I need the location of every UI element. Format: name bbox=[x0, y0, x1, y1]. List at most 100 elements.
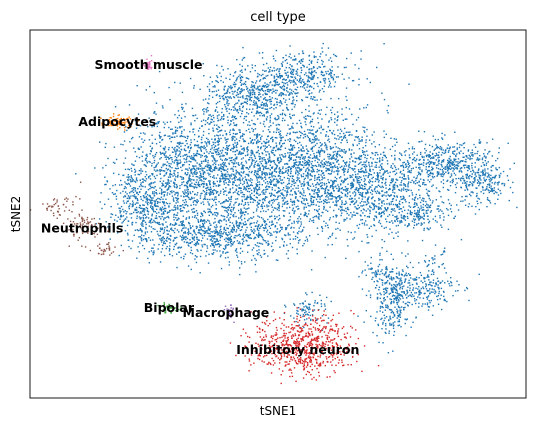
scatter-point bbox=[307, 150, 310, 153]
scatter-point bbox=[356, 180, 359, 182]
scatter-point bbox=[327, 70, 329, 73]
scatter-point bbox=[273, 84, 275, 86]
scatter-point bbox=[170, 157, 172, 159]
scatter-point bbox=[235, 156, 238, 159]
scatter-point bbox=[270, 137, 273, 139]
scatter-point bbox=[186, 168, 188, 170]
scatter-point bbox=[107, 157, 109, 160]
scatter-point bbox=[229, 216, 231, 219]
scatter-point bbox=[310, 163, 313, 165]
scatter-point bbox=[173, 148, 175, 150]
scatter-point bbox=[394, 210, 396, 212]
scatter-point bbox=[296, 136, 298, 138]
scatter-point bbox=[374, 166, 376, 168]
scatter-point bbox=[227, 206, 229, 209]
scatter-point bbox=[158, 221, 160, 224]
scatter-point bbox=[176, 117, 179, 119]
scatter-point bbox=[112, 172, 115, 175]
scatter-point bbox=[308, 235, 311, 237]
scatter-point bbox=[230, 87, 233, 89]
scatter-point bbox=[249, 124, 251, 127]
scatter-point bbox=[168, 165, 170, 167]
scatter-point bbox=[306, 66, 308, 68]
scatter-point bbox=[151, 213, 153, 215]
scatter-point bbox=[245, 179, 248, 182]
scatter-point bbox=[303, 206, 305, 209]
scatter-point bbox=[333, 190, 335, 192]
scatter-point bbox=[286, 104, 288, 106]
scatter-point bbox=[240, 210, 242, 212]
scatter-point bbox=[373, 208, 375, 210]
scatter-point bbox=[258, 199, 260, 201]
scatter-point bbox=[277, 259, 279, 262]
scatter-point bbox=[343, 203, 345, 206]
scatter-point bbox=[401, 176, 403, 179]
scatter-point bbox=[317, 112, 319, 114]
scatter-point bbox=[159, 131, 161, 134]
scatter-point bbox=[391, 178, 393, 180]
scatter-point bbox=[304, 203, 306, 206]
scatter-point bbox=[269, 119, 271, 122]
scatter-point bbox=[137, 148, 140, 150]
scatter-point bbox=[243, 133, 245, 136]
scatter-point bbox=[383, 98, 386, 101]
scatter-point bbox=[313, 56, 316, 59]
scatter-point bbox=[146, 198, 149, 200]
scatter-point bbox=[211, 160, 214, 162]
scatter-point bbox=[217, 81, 219, 84]
scatter-point bbox=[339, 132, 341, 135]
scatter-point bbox=[348, 166, 350, 168]
scatter-point bbox=[208, 152, 210, 155]
scatter-point bbox=[176, 156, 178, 159]
scatter-point bbox=[282, 186, 285, 189]
scatter-point bbox=[255, 137, 258, 139]
scatter-point bbox=[333, 113, 336, 116]
scatter-point bbox=[255, 134, 257, 136]
scatter-point bbox=[381, 205, 383, 207]
scatter-point bbox=[186, 182, 189, 185]
scatter-point bbox=[225, 200, 227, 202]
scatter-point bbox=[171, 156, 173, 159]
scatter-point bbox=[316, 151, 318, 154]
scatter-point bbox=[224, 179, 227, 181]
scatter-point bbox=[400, 216, 403, 218]
scatter-point bbox=[231, 115, 234, 117]
scatter-point bbox=[251, 150, 254, 152]
scatter-point bbox=[330, 163, 332, 166]
scatter-point bbox=[261, 165, 264, 167]
scatter-point bbox=[275, 118, 277, 121]
scatter-point bbox=[314, 138, 316, 140]
scatter-point bbox=[317, 217, 320, 219]
scatter-point bbox=[365, 192, 367, 195]
scatter-point bbox=[364, 151, 366, 153]
scatter-point bbox=[229, 191, 231, 193]
scatter-point bbox=[213, 177, 215, 179]
scatter-point bbox=[272, 209, 275, 211]
scatter-point bbox=[313, 193, 315, 195]
scatter-point bbox=[219, 167, 221, 169]
scatter-point bbox=[344, 179, 346, 181]
scatter-point bbox=[299, 191, 302, 193]
scatter-point bbox=[214, 165, 217, 168]
scatter-point bbox=[160, 136, 162, 138]
scatter-point bbox=[221, 205, 224, 208]
scatter-point bbox=[215, 229, 217, 231]
scatter-point bbox=[258, 188, 261, 190]
scatter-point bbox=[199, 174, 201, 177]
scatter-point bbox=[300, 62, 302, 64]
scatter-point bbox=[193, 155, 195, 157]
scatter-point bbox=[165, 164, 168, 167]
scatter-point bbox=[263, 205, 266, 207]
scatter-point bbox=[265, 86, 268, 88]
scatter-point bbox=[286, 132, 289, 135]
scatter-point bbox=[188, 167, 191, 169]
scatter-point bbox=[320, 174, 322, 176]
scatter-point bbox=[290, 117, 292, 120]
scatter-point bbox=[383, 194, 385, 196]
scatter-point bbox=[236, 221, 238, 223]
scatter-point bbox=[399, 220, 401, 222]
scatter-point bbox=[312, 168, 314, 170]
scatter-point bbox=[403, 183, 405, 185]
scatter-point bbox=[254, 163, 256, 166]
scatter-point bbox=[268, 186, 271, 188]
